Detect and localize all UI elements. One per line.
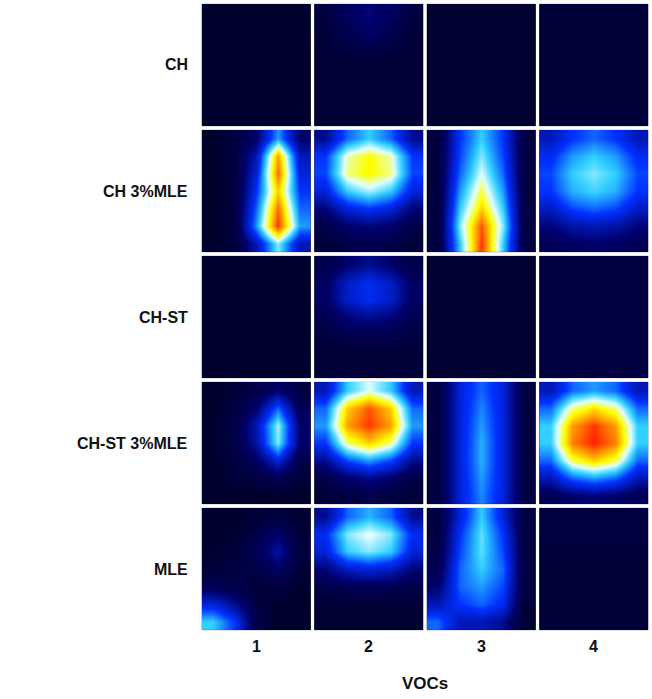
svg-text:MLE: MLE	[154, 561, 188, 578]
svg-text:2: 2	[364, 638, 373, 655]
svg-text:1: 1	[252, 638, 261, 655]
svg-text:CH-ST: CH-ST	[139, 309, 188, 326]
svg-text:CH: CH	[165, 56, 188, 73]
svg-text:CH-ST 3%MLE: CH-ST 3%MLE	[77, 435, 188, 452]
svg-text:4: 4	[589, 638, 598, 655]
svg-text:3: 3	[477, 638, 486, 655]
svg-text:VOCs: VOCs	[402, 674, 448, 693]
svg-text:CH 3%MLE: CH 3%MLE	[103, 183, 188, 200]
